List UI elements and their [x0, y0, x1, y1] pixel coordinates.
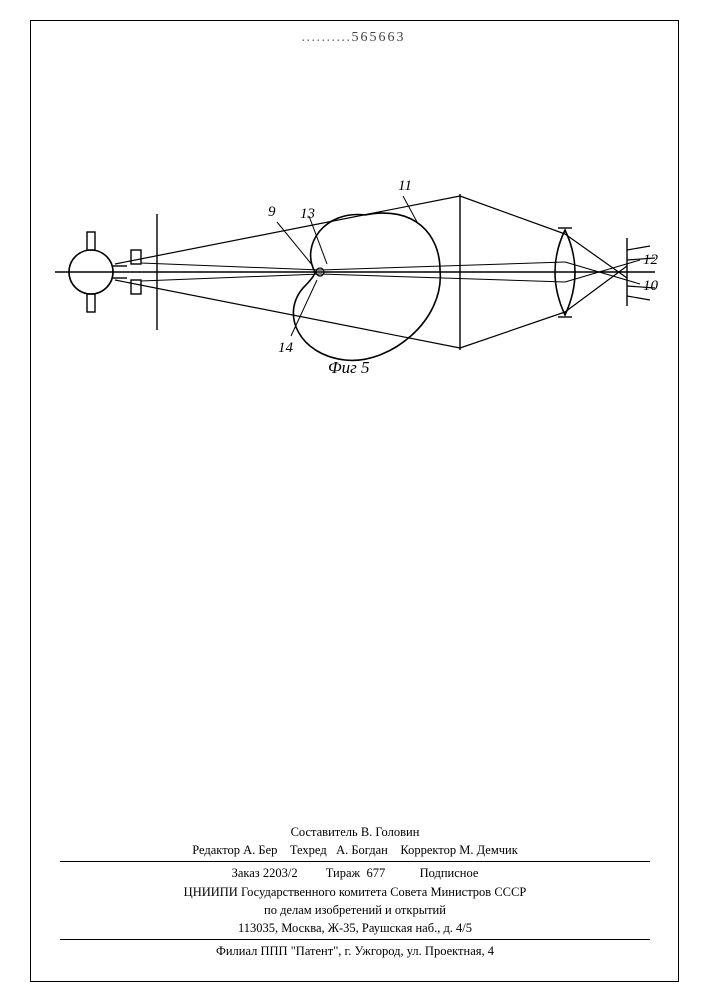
optical-diagram [45, 160, 665, 420]
techred-label: Техред [290, 843, 327, 857]
page: . . . . . . . . . . 565663 [0, 0, 707, 1000]
tirazh-label: Тираж [326, 866, 360, 880]
ref-label-12: 12 [643, 252, 658, 269]
address-line-2: Филиал ППП "Патент", г. Ужгород, ул. Про… [60, 942, 650, 960]
colophon: Составитель В. Головин Редактор А. Бер Т… [60, 823, 650, 960]
tirazh-num: 677 [366, 866, 385, 880]
address-line-1: 113035, Москва, Ж-35, Раушская наб., д. … [60, 919, 650, 937]
corrector-name: М. Демчик [459, 843, 518, 857]
rule-1 [60, 861, 650, 862]
compiler-line: Составитель В. Головин [60, 823, 650, 841]
subscript-label: Подписное [420, 866, 479, 880]
techred-name: А. Богдан [336, 843, 388, 857]
doc-number-text: 565663 [352, 30, 406, 45]
header-dots: . . . . . . . . . . [302, 30, 352, 45]
ref-label-11: 11 [398, 178, 412, 195]
ref-label-9: 9 [268, 204, 276, 221]
editor-label: Редактор [192, 843, 240, 857]
org-line-2: по делам изобретений и открытий [60, 901, 650, 919]
ref-label-13: 13 [300, 206, 315, 223]
rule-2 [60, 939, 650, 940]
credits-line: Редактор А. Бер Техред А. Богдан Коррект… [60, 841, 650, 859]
ref-label-10: 10 [643, 278, 658, 295]
figure-caption: Фиг 5 [328, 358, 370, 378]
org-line-1: ЦНИИПИ Государственного комитета Совета … [60, 883, 650, 901]
editor-name: А. Бер [243, 843, 277, 857]
document-number: . . . . . . . . . . 565663 [302, 30, 406, 46]
order-label: Заказ [232, 866, 260, 880]
order-num: 2203/2 [263, 866, 298, 880]
ref-label-14: 14 [278, 340, 293, 357]
order-line: Заказ 2203/2 Тираж 677 Подписное [60, 864, 650, 882]
corrector-label: Корректор [400, 843, 456, 857]
